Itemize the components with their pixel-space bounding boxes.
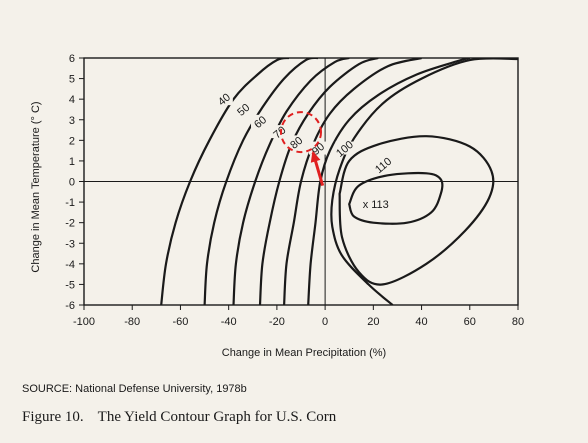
x-tick-label: 60 bbox=[464, 316, 476, 328]
figure-number: Figure 10. bbox=[22, 409, 84, 425]
figure-caption: Figure 10. The Yield Contour Graph for U.… bbox=[22, 409, 336, 426]
y-tick-label: 2 bbox=[69, 135, 75, 147]
y-tick-label: 1 bbox=[69, 156, 75, 168]
contour-label-bg bbox=[270, 125, 289, 139]
x-axis-label: Change in Mean Precipitation (%) bbox=[222, 347, 386, 359]
y-tick-label: -6 bbox=[65, 300, 75, 312]
contour-line bbox=[203, 58, 319, 305]
y-tick-label: 6 bbox=[69, 53, 75, 65]
contour-line bbox=[338, 135, 495, 286]
annotations bbox=[280, 111, 325, 187]
y-tick-label: -3 bbox=[65, 238, 75, 250]
contour-label-bg bbox=[234, 102, 253, 116]
x-tick-label: -100 bbox=[73, 316, 95, 328]
x-tick-label: -80 bbox=[124, 316, 140, 328]
y-tick-label: 0 bbox=[69, 177, 75, 189]
x-tick-label: 20 bbox=[367, 316, 379, 328]
y-axis-label: Change in Mean Temperature (° C) bbox=[30, 101, 42, 272]
contour-label-bg bbox=[251, 114, 270, 128]
x-tick-label: 40 bbox=[415, 316, 427, 328]
highlight-circle bbox=[280, 111, 322, 154]
x-tick-label: -40 bbox=[221, 316, 237, 328]
y-tick-label: -2 bbox=[65, 218, 75, 230]
plot-frame bbox=[79, 57, 519, 310]
peak-yield-label: x 113 bbox=[363, 199, 389, 211]
contour-line bbox=[348, 171, 444, 225]
contour-line bbox=[307, 58, 471, 305]
x-tick-label: 0 bbox=[322, 316, 328, 328]
contour-lines bbox=[160, 58, 518, 305]
contour-label-bg bbox=[308, 141, 327, 155]
contour-label-bg bbox=[287, 135, 306, 149]
y-tick-label: 3 bbox=[69, 115, 75, 127]
contour-line bbox=[232, 58, 350, 305]
y-tick-label: -5 bbox=[65, 279, 75, 291]
contour-label-bg bbox=[335, 141, 354, 155]
contour-label-bg bbox=[373, 158, 392, 172]
source-note: SOURCE: National Defense University, 197… bbox=[22, 383, 247, 395]
highlight-arrow-head bbox=[310, 150, 321, 163]
y-tick-label: 4 bbox=[69, 94, 75, 106]
y-tick-label: -4 bbox=[65, 259, 75, 271]
contour-line bbox=[330, 58, 518, 305]
y-tick-label: -1 bbox=[65, 197, 75, 209]
x-tick-label: -60 bbox=[172, 316, 188, 328]
y-tick-label: 5 bbox=[69, 74, 75, 86]
x-tick-label: -20 bbox=[269, 316, 285, 328]
contour-label-bg bbox=[214, 92, 233, 106]
x-tick-label: 80 bbox=[512, 316, 524, 328]
figure-title: The Yield Contour Graph for U.S. Corn bbox=[97, 409, 337, 425]
tick-labels: -100 -80 -60 -40 -20 0 20 40 60 80 6 5 4 3 2 1 0 -1 -2 -3 -4… bbox=[65, 53, 524, 328]
contour-line bbox=[160, 58, 290, 305]
